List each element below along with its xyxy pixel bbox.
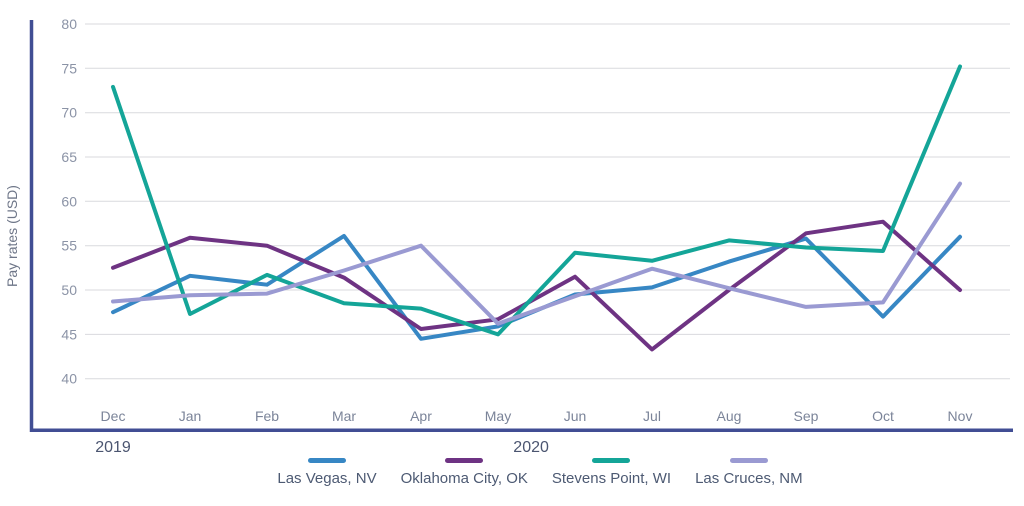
y-tick-label-80: 80 (61, 16, 77, 32)
y-tick-label-50: 50 (61, 282, 77, 298)
series-line-oklahoma-city-ok (111, 219, 962, 352)
legend-item-las-vegas-nv[interactable]: Las Vegas, NV (277, 458, 377, 487)
x-tick-label-jun: Jun (564, 408, 587, 424)
legend-item-las-cruces-nm[interactable]: Las Cruces, NM (695, 458, 803, 487)
legend-label: Stevens Point, WI (551, 470, 672, 487)
y-tick-label-60: 60 (61, 193, 77, 209)
legend-label: Las Cruces, NM (695, 470, 803, 487)
y-tick-label-40: 40 (61, 371, 77, 387)
axis-lines (29, 20, 1013, 432)
y-tick-label-55: 55 (61, 238, 77, 254)
year-label-2020: 2020 (513, 439, 549, 456)
legend-swatch-stevens-point-wi (592, 458, 631, 463)
x-tick-label-nov: Nov (948, 408, 973, 424)
x-tick-label-oct: Oct (872, 408, 894, 424)
x-tick-label-jul: Jul (643, 408, 661, 424)
x-tick-label-sep: Sep (794, 408, 819, 424)
legend-label: Oklahoma City, OK (400, 470, 528, 487)
x-tick-label-jan: Jan (179, 408, 202, 424)
y-tick-label-45: 45 (61, 326, 77, 342)
year-label-2019: 2019 (95, 439, 131, 456)
y-tick-label-65: 65 (61, 149, 77, 165)
x-tick-label-may: May (485, 408, 511, 424)
x-tick-label-feb: Feb (255, 408, 279, 424)
series-line-stevens-point-wi (111, 64, 962, 337)
chart-legend: Las Vegas, NV Oklahoma City, OK Stevens Po… (0, 458, 1024, 487)
legend-item-oklahoma-city-ok[interactable]: Oklahoma City, OK (401, 458, 528, 487)
legend-swatch-las-cruces-nm (729, 458, 768, 463)
y-axis-title: Pay rates (USD) (4, 185, 20, 287)
legend-label: Las Vegas, NV (277, 470, 377, 487)
y-tick-label-70: 70 (61, 105, 77, 121)
x-tick-label-dec: Dec (101, 408, 126, 424)
x-tick-label-aug: Aug (717, 408, 742, 424)
legend-item-stevens-point-wi[interactable]: Stevens Point, WI (552, 458, 671, 487)
series-line-las-cruces-nm (111, 181, 962, 326)
legend-swatch-oklahoma-city-ok (445, 458, 484, 463)
legend-swatch-las-vegas-nv (307, 458, 346, 463)
x-tick-label-mar: Mar (332, 408, 356, 424)
x-tick-label-apr: Apr (410, 408, 432, 424)
y-tick-label-75: 75 (61, 60, 77, 76)
